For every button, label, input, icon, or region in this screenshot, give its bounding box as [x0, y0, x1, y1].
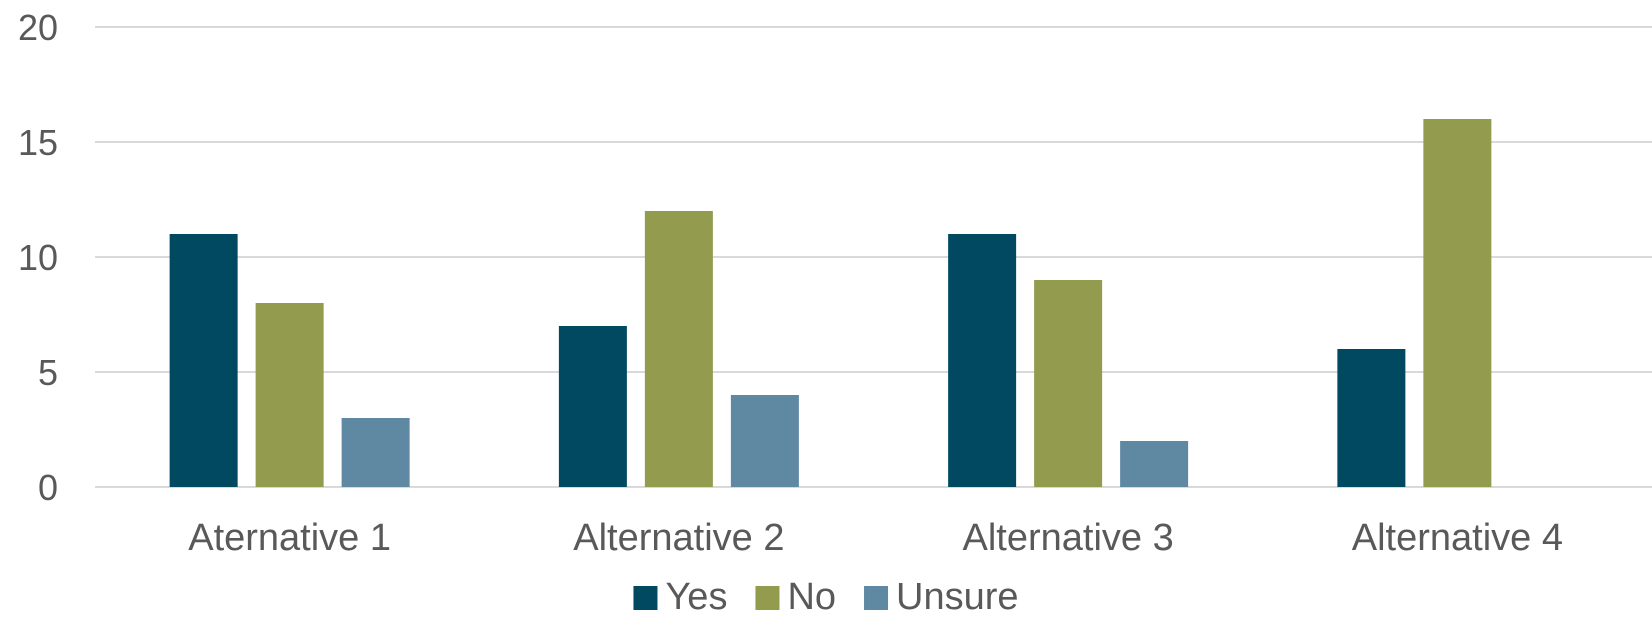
legend-label-no: No — [787, 576, 836, 618]
bar-unsure-1 — [341, 418, 410, 487]
bar-yes-3 — [948, 234, 1017, 487]
legend-swatch-no — [755, 586, 780, 610]
x-category-label: Aternative 1 — [188, 517, 391, 559]
x-category-label: Alternative 3 — [963, 517, 1174, 559]
legend-label-yes: Yes — [665, 576, 727, 618]
y-axis-tick-labels: 0 5 10 15 20 — [18, 7, 58, 508]
legend: Yes No Unsure — [633, 576, 1019, 618]
y-tick-label: 20 — [18, 7, 58, 48]
y-tick-label: 10 — [18, 237, 58, 278]
x-category-label: Alternative 4 — [1352, 517, 1563, 559]
bar-no-1 — [255, 303, 324, 487]
legend-swatch-unsure — [864, 586, 889, 610]
x-axis-category-labels: Aternative 1 Alternative 2 Alternative 3 Al… — [188, 517, 1563, 559]
bars — [169, 119, 1492, 487]
x-category-label: Alternative 2 — [573, 517, 784, 559]
y-tick-label: 15 — [18, 122, 58, 163]
legend-label-unsure: Unsure — [896, 576, 1019, 618]
bar-no-4 — [1423, 119, 1492, 487]
bar-unsure-2 — [730, 395, 799, 487]
bar-yes-2 — [558, 326, 627, 487]
bar-no-2 — [644, 211, 713, 487]
bar-unsure-3 — [1120, 441, 1189, 487]
bar-yes-4 — [1337, 349, 1406, 487]
y-tick-label: 5 — [38, 352, 58, 393]
bar-yes-1 — [169, 234, 238, 487]
bar-no-3 — [1034, 280, 1103, 487]
y-tick-label: 0 — [38, 467, 58, 508]
gridlines — [95, 26, 1652, 488]
legend-swatch-yes — [633, 586, 658, 610]
